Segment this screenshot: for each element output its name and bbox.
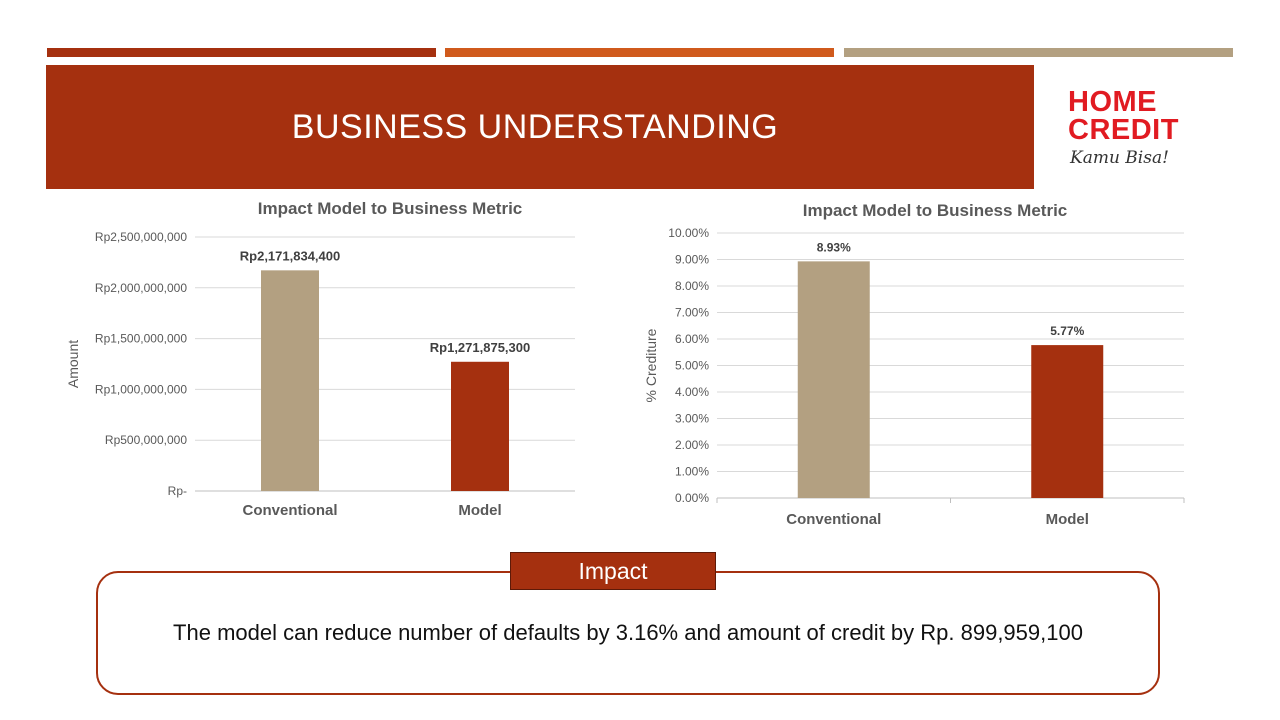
y-axis-title: Amount xyxy=(65,340,81,388)
y-tick-label: 9.00% xyxy=(675,253,709,267)
y-tick-label: Rp2,000,000,000 xyxy=(95,281,187,295)
data-label: 8.93% xyxy=(817,240,851,254)
bar-model xyxy=(1031,345,1104,498)
y-tick-label: 1.00% xyxy=(675,465,709,479)
y-tick-label: 7.00% xyxy=(675,306,709,320)
y-tick-label: 3.00% xyxy=(675,412,709,426)
title-band: BUSINESS UNDERSTANDING xyxy=(46,65,1034,189)
impact-text: The model can reduce number of defaults … xyxy=(173,620,1083,645)
data-label: 5.77% xyxy=(1050,324,1084,338)
logo-line-home: HOME xyxy=(1068,86,1157,118)
header-stripe-tan xyxy=(844,48,1233,57)
header-stripe-dark xyxy=(47,48,436,57)
y-tick-label: Rp- xyxy=(168,484,187,498)
y-axis-title: % Crediture xyxy=(643,328,659,402)
data-label: Rp1,271,875,300 xyxy=(430,340,530,355)
chart-title: Impact Model to Business Metric xyxy=(803,201,1068,220)
y-tick-label: 0.00% xyxy=(675,491,709,505)
bar-conventional xyxy=(797,261,870,498)
slide-title: BUSINESS UNDERSTANDING xyxy=(291,107,779,146)
y-tick-label: Rp2,500,000,000 xyxy=(95,230,187,244)
amount-bar-chart: Impact Model to Business Metric Rp- Rp500,… xyxy=(65,199,575,519)
logo-tagline: Kamu Bisa! xyxy=(1070,148,1169,168)
logo-line-credit: CREDIT xyxy=(1068,114,1179,146)
impact-label: Impact xyxy=(510,552,716,590)
crediture-bar-chart: Impact Model to Business Metric 0.00% 1.00… xyxy=(643,201,1185,528)
header-stripe-orange xyxy=(445,48,834,57)
home-credit-logo: HOME CREDIT Kamu Bisa! xyxy=(1066,86,1206,176)
y-tick-label: 5.00% xyxy=(675,359,709,373)
y-tick-label: 10.00% xyxy=(668,226,709,240)
x-category-label: Model xyxy=(458,502,501,519)
x-category-label: Conventional xyxy=(242,502,337,519)
x-category-label: Model xyxy=(1046,511,1089,528)
y-tick-label: Rp500,000,000 xyxy=(105,433,187,447)
bar-conventional xyxy=(261,270,319,491)
bar-model xyxy=(451,361,509,491)
data-label: Rp2,171,834,400 xyxy=(240,248,340,263)
y-tick-label: 4.00% xyxy=(675,385,709,399)
chart-title: Impact Model to Business Metric xyxy=(258,199,523,218)
x-category-label: Conventional xyxy=(786,511,881,528)
y-tick-label: 6.00% xyxy=(675,332,709,346)
y-tick-label: Rp1,500,000,000 xyxy=(95,332,187,346)
y-tick-label: Rp1,000,000,000 xyxy=(95,382,187,396)
y-tick-label: 8.00% xyxy=(675,279,709,293)
y-tick-label: 2.00% xyxy=(675,438,709,452)
